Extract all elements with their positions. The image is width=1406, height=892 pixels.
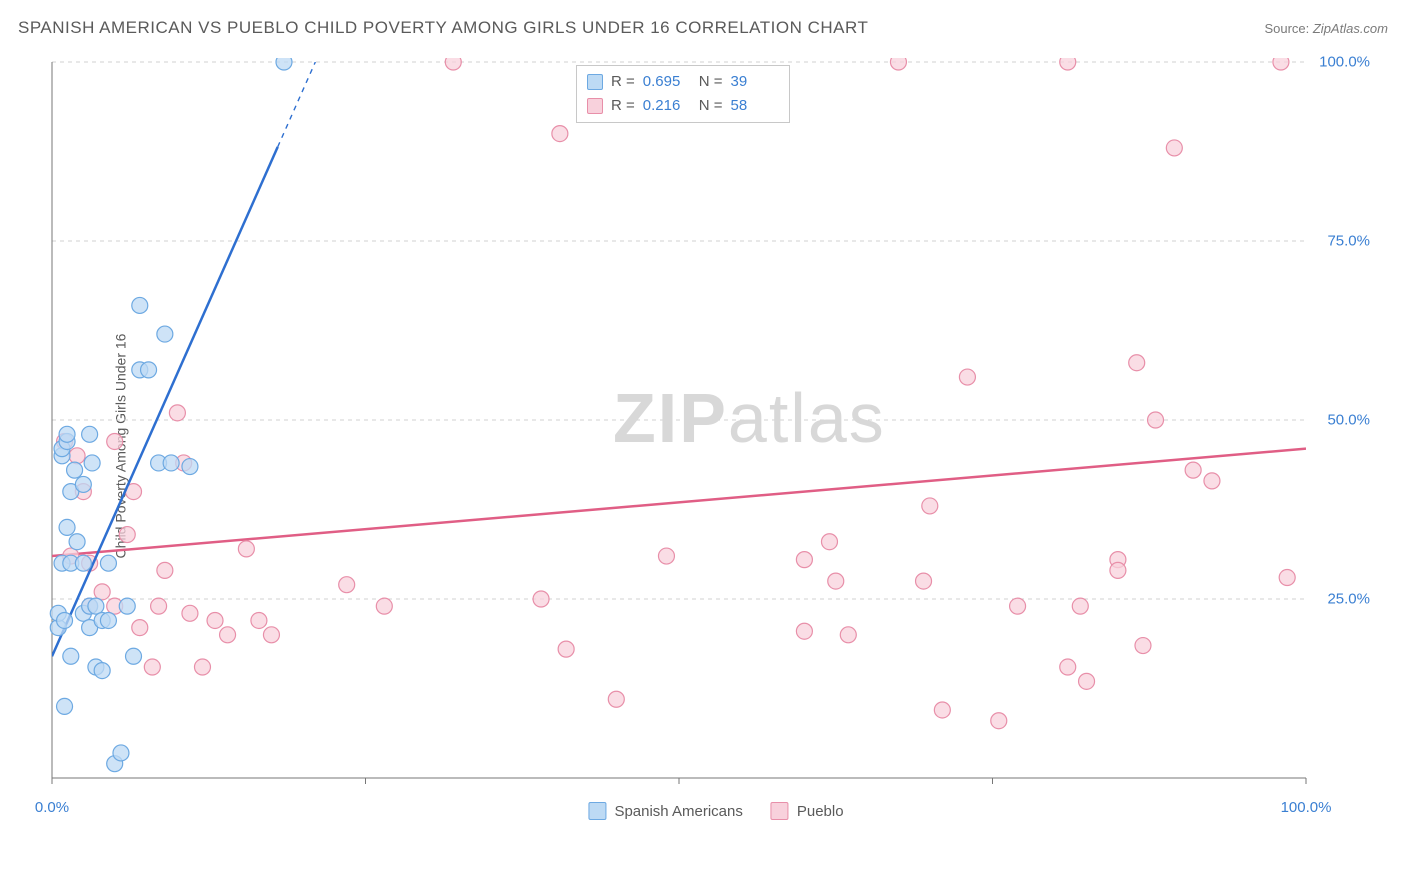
y-tick-label: 25.0% <box>1327 591 1370 608</box>
source-prefix: Source: <box>1264 21 1312 36</box>
series-legend: Spanish Americans Pueblo <box>588 802 843 820</box>
stat-r-spanish: 0.695 <box>643 70 691 94</box>
legend-item-pueblo: Pueblo <box>771 802 844 820</box>
chart-header: SPANISH AMERICAN VS PUEBLO CHILD POVERTY… <box>18 18 1388 38</box>
stat-n-label: N = <box>699 94 723 118</box>
y-tick-label: 100.0% <box>1319 54 1370 71</box>
source-name: ZipAtlas.com <box>1313 21 1388 36</box>
y-tick-label: 75.0% <box>1327 233 1370 250</box>
legend-item-spanish: Spanish Americans <box>588 802 742 820</box>
stat-r-label: R = <box>611 94 635 118</box>
chart-title: SPANISH AMERICAN VS PUEBLO CHILD POVERTY… <box>18 18 868 38</box>
chart-canvas <box>48 58 1384 826</box>
stat-n-pueblo: 58 <box>731 94 779 118</box>
stats-row-spanish: R = 0.695 N = 39 <box>587 70 779 94</box>
stat-r-label: R = <box>611 70 635 94</box>
stat-r-pueblo: 0.216 <box>643 94 691 118</box>
scatter-plot: ZIPatlas R = 0.695 N = 39 R = 0.216 N = … <box>48 58 1384 826</box>
stat-n-spanish: 39 <box>731 70 779 94</box>
stat-n-label: N = <box>699 70 723 94</box>
legend-label-pueblo: Pueblo <box>797 803 844 820</box>
x-tick-label: 0.0% <box>35 799 69 816</box>
stats-row-pueblo: R = 0.216 N = 58 <box>587 94 779 118</box>
swatch-pueblo <box>587 98 603 114</box>
swatch-spanish <box>587 74 603 90</box>
stats-legend: R = 0.695 N = 39 R = 0.216 N = 58 <box>576 65 790 123</box>
swatch-pueblo-icon <box>771 802 789 820</box>
y-tick-label: 50.0% <box>1327 412 1370 429</box>
legend-label-spanish: Spanish Americans <box>614 803 742 820</box>
x-tick-label: 100.0% <box>1281 799 1332 816</box>
swatch-spanish-icon <box>588 802 606 820</box>
source-attribution: Source: ZipAtlas.com <box>1264 21 1388 36</box>
